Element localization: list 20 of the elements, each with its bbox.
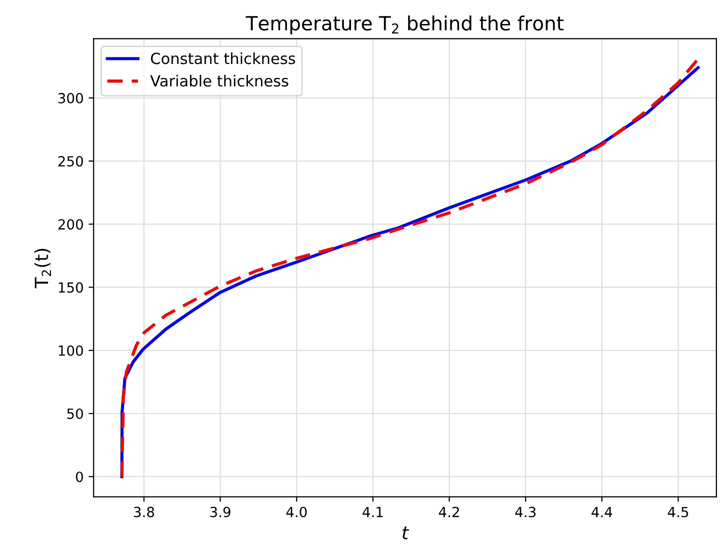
y-tick-label: 0 (76, 472, 83, 482)
x-axis-title: t (402, 526, 410, 540)
x-tick-label: 4.5 (668, 506, 688, 518)
y-tick-label: 300 (58, 92, 83, 104)
x-tick-label: 4.3 (515, 506, 536, 518)
y-axis-title: T$_{2}$(t) (34, 248, 51, 288)
x-tick-label: 3.9 (210, 506, 230, 518)
legend-label: Variable thickness (150, 74, 288, 87)
x-tick-label: 4.4 (592, 506, 612, 518)
y-tick-label: 250 (58, 156, 83, 167)
x-tick-label: 4.1 (362, 506, 383, 518)
y-tick-label: 100 (58, 345, 83, 356)
y-tick-label: 200 (58, 219, 83, 230)
legend-label: Constant thickness (150, 52, 296, 64)
x-tick-label: 4.2 (438, 506, 459, 518)
y-tick-label: 50 (67, 408, 83, 419)
chart-title: Temperature T$_{2}$ behind the front (246, 16, 564, 34)
x-tick-label: 4.0 (286, 506, 307, 518)
y-tick-label: 150 (58, 282, 83, 293)
x-tick-label: 3.8 (134, 506, 154, 518)
